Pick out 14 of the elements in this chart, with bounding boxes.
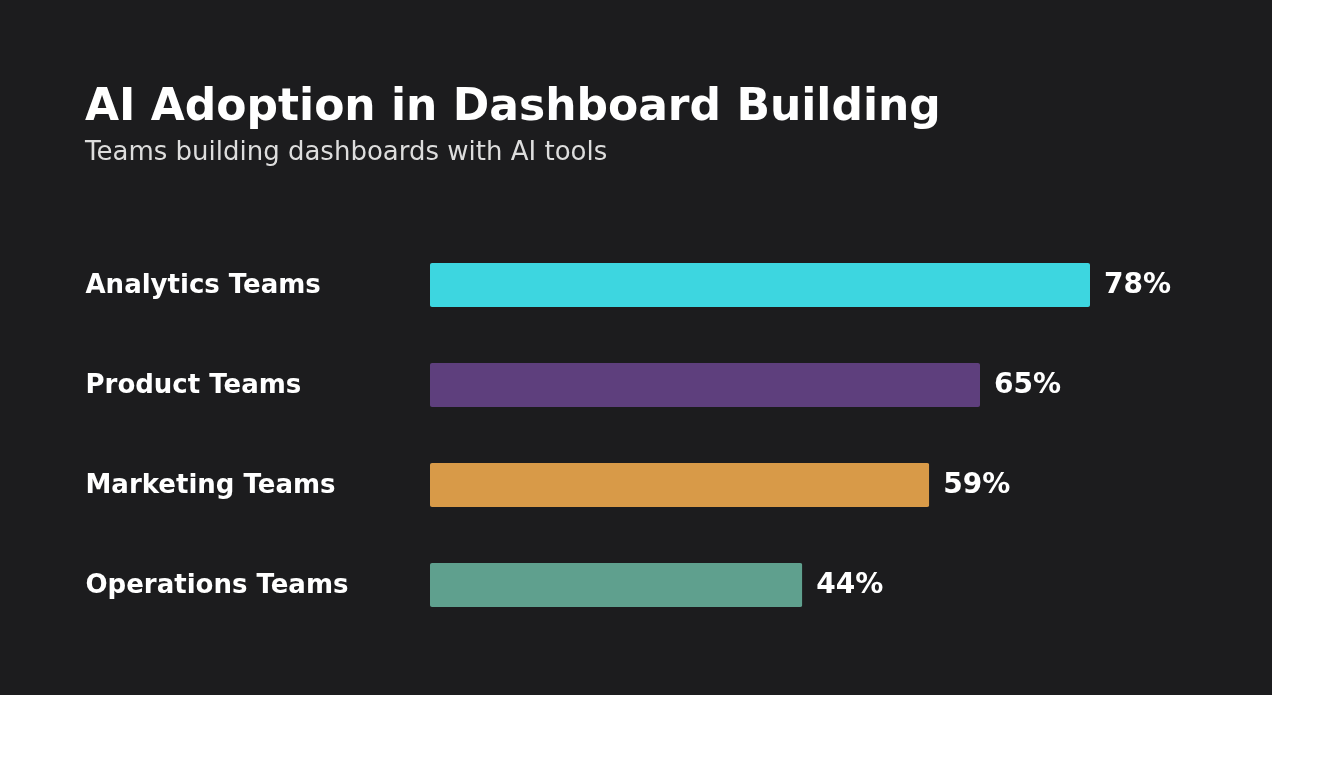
y-tick-label: Marketing Teams: [85, 469, 336, 499]
bar: [430, 363, 980, 407]
data-label: 65%: [994, 367, 1062, 400]
y-tick-label: Analytics Teams: [85, 269, 321, 299]
bar: [430, 263, 1090, 307]
chart-title: AI Adoption in Dashboard Building: [85, 79, 941, 130]
y-tick-label: Product Teams: [85, 369, 302, 399]
y-tick-label: Operations Teams: [85, 569, 349, 599]
data-label: 78%: [1104, 267, 1172, 300]
bar: [430, 563, 803, 607]
bar: [430, 463, 930, 507]
data-label: 44%: [816, 567, 884, 600]
data-label: 59%: [943, 467, 1011, 500]
chart-subtitle: Teams building dashboards with AI tools: [84, 136, 608, 166]
